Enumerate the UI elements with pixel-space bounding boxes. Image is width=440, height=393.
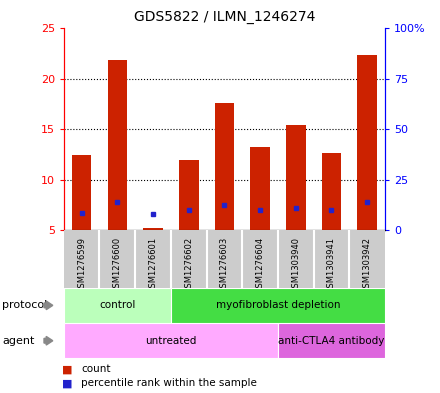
Text: GSM1276601: GSM1276601: [149, 237, 158, 293]
Bar: [357, 55, 377, 230]
Bar: [179, 160, 198, 230]
Text: GSM1303942: GSM1303942: [363, 237, 372, 293]
Text: count: count: [81, 364, 111, 375]
Bar: [278, 323, 385, 358]
Text: GSM1276603: GSM1276603: [220, 237, 229, 293]
Title: GDS5822 / ILMN_1246274: GDS5822 / ILMN_1246274: [134, 11, 315, 24]
Bar: [143, 228, 163, 230]
Bar: [322, 153, 341, 230]
Bar: [171, 288, 385, 323]
Bar: [107, 60, 127, 230]
Text: protocol: protocol: [2, 300, 48, 310]
Bar: [286, 125, 306, 230]
Text: GSM1276600: GSM1276600: [113, 237, 122, 293]
Bar: [72, 155, 92, 230]
Text: ■: ■: [62, 364, 72, 375]
Text: control: control: [99, 300, 136, 310]
Text: GSM1303941: GSM1303941: [327, 237, 336, 293]
Bar: [215, 103, 234, 230]
Bar: [64, 288, 171, 323]
Text: untreated: untreated: [145, 336, 197, 346]
Bar: [250, 147, 270, 230]
Text: percentile rank within the sample: percentile rank within the sample: [81, 378, 257, 388]
Text: GSM1276604: GSM1276604: [256, 237, 264, 293]
Bar: [64, 323, 278, 358]
Text: GSM1303940: GSM1303940: [291, 237, 300, 293]
Text: agent: agent: [2, 336, 35, 346]
Text: GSM1276599: GSM1276599: [77, 237, 86, 293]
Text: ■: ■: [62, 378, 72, 388]
Text: myofibroblast depletion: myofibroblast depletion: [216, 300, 340, 310]
Text: anti-CTLA4 antibody: anti-CTLA4 antibody: [278, 336, 385, 346]
Text: GSM1276602: GSM1276602: [184, 237, 193, 293]
